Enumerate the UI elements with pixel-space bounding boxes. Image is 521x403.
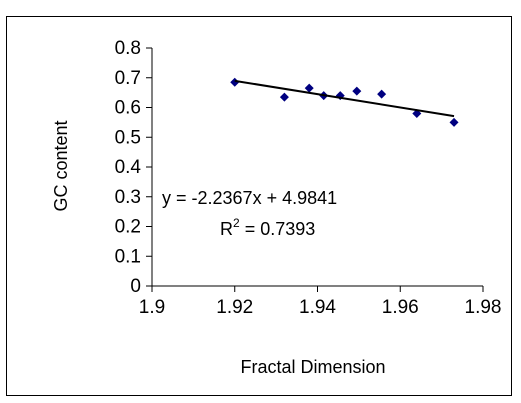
y-tick-label: 0.6: [115, 98, 141, 119]
y-tick-label: 0.5: [115, 127, 141, 148]
r2-prefix: R: [220, 219, 233, 239]
axes: [151, 48, 483, 287]
ticks: 0 0.1 0.2 0.3 0.4 0.5 0.6 0.7 0.8 1.9 1.92 1.94 1.96…: [115, 38, 502, 318]
y-tick-label: 0.2: [115, 217, 141, 238]
y-tick-label: 0.4: [115, 157, 142, 178]
y-tick-label: 0.3: [115, 187, 141, 208]
x-tick-label: 1.94: [299, 297, 336, 318]
r2-value: = 0.7393: [240, 219, 316, 239]
x-tick-label: 1.9: [139, 297, 165, 318]
y-tick-label: 0.1: [115, 246, 141, 267]
data-point: [304, 83, 314, 93]
data-point: [230, 77, 240, 87]
x-tick-label: 1.96: [382, 297, 419, 318]
data-point: [377, 89, 387, 99]
y-axis-title: GC content: [51, 120, 71, 211]
r2-superscript: 2: [233, 216, 240, 230]
data-point: [352, 86, 362, 96]
chart-frame: 0 0.1 0.2 0.3 0.4 0.5 0.6 0.7 0.8 1.9 1.92 1.94 1.96…: [6, 16, 512, 396]
x-tick-label: 1.98: [465, 297, 502, 318]
trendline-equation: y = -2.2367x + 4.9841: [162, 188, 337, 208]
data-point: [279, 92, 289, 102]
data-points: [230, 77, 459, 127]
scatter-chart: 0 0.1 0.2 0.3 0.4 0.5 0.6 0.7 0.8 1.9 1.92 1.94 1.96…: [51, 38, 502, 377]
x-axis-title: Fractal Dimension: [240, 357, 385, 377]
trendline-line: [234, 79, 455, 118]
y-tick-label: 0.7: [115, 68, 141, 89]
r-squared-label: R2 = 0.7393: [220, 216, 315, 239]
y-tick-label: 0: [130, 276, 141, 297]
trendline: [234, 79, 455, 118]
data-point: [449, 117, 459, 127]
y-tick-label: 0.8: [115, 38, 141, 59]
x-tick-label: 1.92: [216, 297, 253, 318]
